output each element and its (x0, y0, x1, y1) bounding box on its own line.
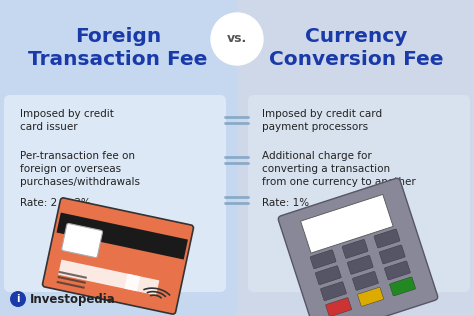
Text: i: i (16, 294, 20, 304)
Text: Imposed by credit card
payment processors: Imposed by credit card payment processor… (262, 109, 382, 132)
FancyBboxPatch shape (4, 95, 226, 292)
Text: Imposed by credit
card issuer: Imposed by credit card issuer (20, 109, 114, 132)
Text: Per-transaction fee on
foreign or overseas
purchases/withdrawals: Per-transaction fee on foreign or overse… (20, 151, 140, 187)
Text: Investopedia: Investopedia (30, 293, 116, 306)
Circle shape (211, 13, 263, 65)
FancyBboxPatch shape (342, 239, 368, 258)
FancyBboxPatch shape (390, 277, 416, 296)
Text: Foreign
Transaction Fee: Foreign Transaction Fee (28, 27, 208, 69)
Text: Rate: 2 to 3%: Rate: 2 to 3% (20, 198, 91, 208)
Bar (0, 0, 237, 316)
Bar (57, 276, 86, 284)
Bar (59, 271, 87, 279)
Bar (237, 0, 474, 316)
Text: vs.: vs. (227, 33, 247, 46)
FancyBboxPatch shape (315, 266, 341, 285)
FancyBboxPatch shape (353, 271, 378, 290)
Text: Currency
Conversion Fee: Currency Conversion Fee (269, 27, 443, 69)
Circle shape (10, 291, 26, 307)
FancyBboxPatch shape (379, 245, 405, 264)
Bar (58, 260, 140, 291)
FancyBboxPatch shape (347, 255, 373, 274)
Bar (56, 281, 85, 289)
FancyBboxPatch shape (62, 223, 102, 258)
Text: Rate: 1%: Rate: 1% (262, 198, 309, 208)
Bar (56, 213, 188, 259)
FancyBboxPatch shape (301, 194, 393, 253)
FancyBboxPatch shape (278, 178, 438, 316)
FancyBboxPatch shape (374, 229, 400, 248)
FancyBboxPatch shape (248, 95, 470, 292)
FancyBboxPatch shape (320, 282, 346, 301)
FancyBboxPatch shape (384, 261, 410, 280)
FancyBboxPatch shape (310, 250, 336, 269)
FancyBboxPatch shape (358, 287, 383, 306)
FancyBboxPatch shape (43, 198, 193, 314)
Bar (124, 274, 159, 295)
Text: Additional charge for
converting a transaction
from one currency to another: Additional charge for converting a trans… (262, 151, 416, 187)
FancyBboxPatch shape (326, 298, 352, 316)
